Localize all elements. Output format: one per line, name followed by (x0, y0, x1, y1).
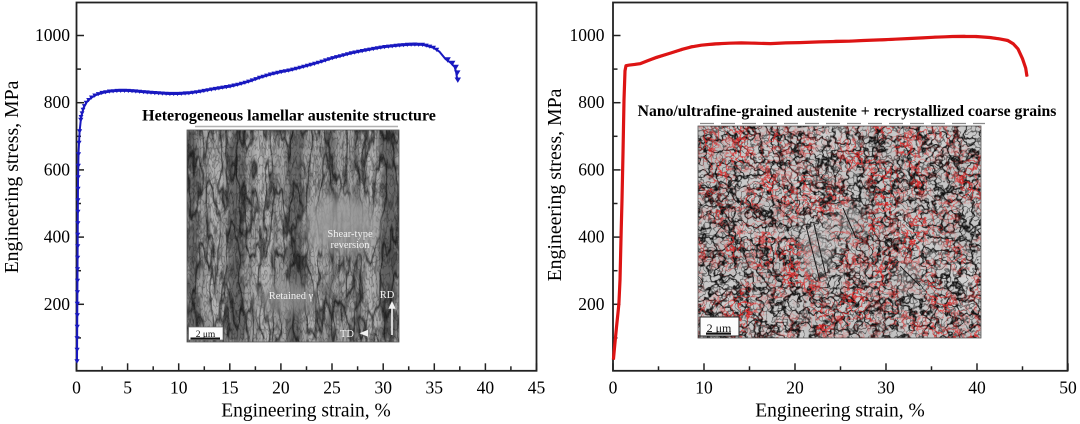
svg-text:Retained γ: Retained γ (269, 291, 314, 302)
svg-text:2 μm: 2 μm (196, 330, 216, 340)
svg-text:45: 45 (528, 378, 546, 398)
svg-text:TD: TD (340, 329, 354, 340)
svg-text:20: 20 (272, 378, 290, 398)
svg-text:200: 200 (578, 294, 605, 314)
svg-text:10: 10 (170, 378, 188, 398)
svg-text:25: 25 (323, 378, 341, 398)
svg-text:1000: 1000 (570, 25, 605, 45)
svg-text:Engineering stress, MPa: Engineering stress, MPa (544, 88, 566, 281)
svg-text:Nano/ultrafine-grained austeni: Nano/ultrafine-grained austenite + recry… (638, 103, 1057, 120)
svg-text:30: 30 (877, 378, 895, 398)
svg-text:30: 30 (374, 378, 392, 398)
svg-text:RD: RD (380, 290, 395, 301)
svg-text:800: 800 (44, 92, 71, 112)
svg-text:Heterogeneous lamellar austeni: Heterogeneous lamellar austenite structu… (142, 108, 436, 125)
svg-text:1000: 1000 (35, 25, 70, 45)
svg-text:400: 400 (44, 227, 71, 247)
svg-text:10: 10 (695, 378, 713, 398)
svg-text:0: 0 (72, 378, 81, 398)
svg-text:40: 40 (477, 378, 495, 398)
svg-text:400: 400 (578, 227, 605, 247)
svg-text:Shear-type: Shear-type (327, 229, 373, 240)
svg-text:15: 15 (221, 378, 239, 398)
svg-text:600: 600 (44, 159, 71, 179)
svg-text:20: 20 (786, 378, 804, 398)
svg-text:0: 0 (609, 378, 618, 398)
svg-text:40: 40 (968, 378, 986, 398)
svg-text:35: 35 (426, 378, 444, 398)
svg-text:2 μm: 2 μm (707, 321, 732, 335)
svg-text:50: 50 (1059, 378, 1077, 398)
svg-text:5: 5 (123, 378, 132, 398)
svg-text:800: 800 (578, 92, 605, 112)
svg-text:Engineering strain, %: Engineering strain, % (755, 401, 925, 422)
svg-text:600: 600 (578, 159, 605, 179)
svg-text:200: 200 (44, 294, 71, 314)
svg-text:Engineering strain, %: Engineering strain, % (221, 401, 391, 422)
svg-text:Engineering stress, MPa: Engineering stress, MPa (1, 80, 23, 273)
svg-text:reversion: reversion (330, 240, 370, 251)
